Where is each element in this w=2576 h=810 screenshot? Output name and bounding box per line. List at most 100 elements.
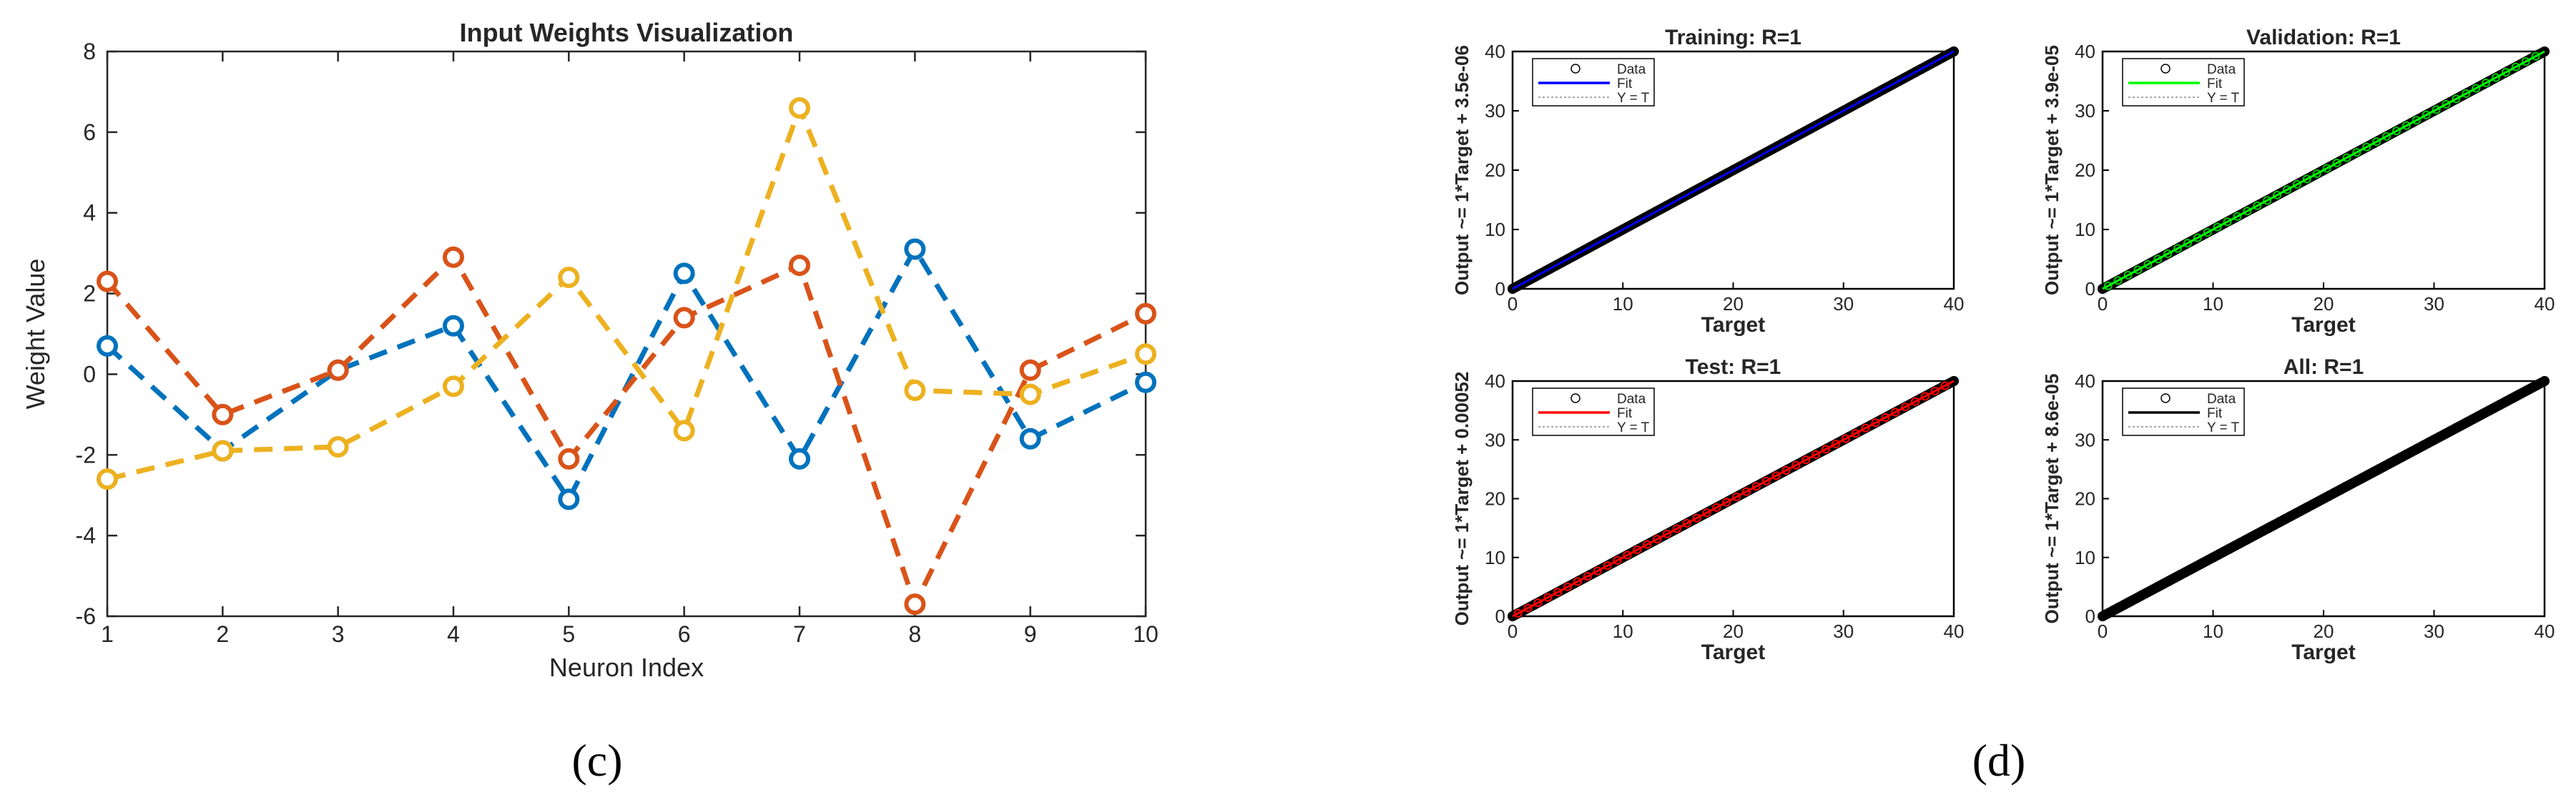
x-tick-label: 30 (2424, 621, 2444, 642)
legend-label-identity: Y = T (1617, 420, 1650, 435)
data-point (1888, 79, 1899, 89)
y-tick-label: 20 (1485, 488, 1505, 510)
data-point (1508, 284, 1518, 294)
data-point (1921, 61, 1932, 71)
data-point (1838, 106, 1849, 116)
legend-data-marker (2160, 64, 2171, 74)
data-point-highlight (2442, 99, 2451, 109)
data-point (2191, 561, 2202, 572)
data-point (2479, 408, 2489, 419)
data-point-highlight (1771, 471, 1781, 480)
data-point (1645, 209, 1656, 220)
data-point-highlight (1583, 572, 1592, 581)
data-point (1673, 194, 1683, 205)
data-point (2163, 576, 2174, 586)
data-point-highlight (1781, 466, 1791, 475)
data-point (1628, 218, 1639, 229)
data-point (1777, 138, 1788, 149)
subplot-title: Validation: R=1 (2246, 26, 2401, 49)
data-point-highlight (2472, 84, 2481, 93)
data-point (2351, 475, 2362, 486)
data-point (1513, 280, 1523, 291)
y-tick-label: 30 (2075, 429, 2095, 450)
series-2-point (1135, 302, 1156, 325)
x-tick-label: 6 (678, 621, 691, 647)
x-tick-label: 0 (1508, 621, 1518, 642)
data-point (1579, 245, 1590, 256)
data-point (1893, 76, 1904, 87)
data-point-highlight (2432, 105, 2441, 114)
data-point-highlight (1633, 545, 1642, 555)
data-point-highlight (1682, 519, 1691, 528)
x-tick-label: 30 (1833, 293, 1854, 315)
data-point (1689, 186, 1700, 197)
y-tick-label: 30 (2075, 100, 2095, 122)
data-point (1849, 99, 1860, 110)
data-point-highlight (1513, 608, 1523, 618)
data-point (2241, 535, 2251, 545)
data-point-highlight (1940, 381, 1950, 390)
data-point (2346, 478, 2356, 489)
data-point (2362, 470, 2373, 480)
series-2-point (789, 255, 810, 277)
data-point-highlight (1811, 450, 1821, 459)
data-point (2313, 496, 2324, 507)
data-point-highlight (2273, 190, 2282, 199)
data-point (2457, 420, 2467, 430)
legend-label-fit: Fit (2207, 76, 2223, 92)
legend-label-data: Data (1617, 392, 1646, 407)
y-axis-label: Output ~= 1*Target + 3.9e-05 (2041, 45, 2063, 295)
data-point (1545, 262, 1556, 273)
data-point-highlight (1643, 540, 1652, 549)
legend-label-data: Data (2207, 392, 2236, 407)
data-point (2258, 525, 2268, 536)
x-axis-label: Target (2291, 641, 2355, 664)
data-point-highlight (2283, 185, 2292, 194)
legend-label-fit: Fit (1617, 406, 1633, 421)
series-1-point (904, 238, 926, 260)
data-point-highlight (2233, 212, 2242, 221)
data-point (2098, 611, 2108, 621)
data-point (1772, 141, 1783, 152)
y-tick-label: 0 (1495, 278, 1505, 300)
series-3-point (558, 267, 580, 288)
data-point (2252, 528, 2263, 539)
y-tick-label: 30 (1485, 100, 1505, 122)
x-tick-label: 8 (908, 621, 921, 647)
data-point-highlight (2521, 57, 2530, 66)
data-point (2307, 499, 2318, 510)
data-point-highlight (1613, 555, 1622, 565)
data-point-highlight (1662, 529, 1671, 538)
data-point (2158, 578, 2168, 589)
data-point (1722, 168, 1733, 179)
training-regression-plot: 0 10 20 30 40 0 10 20 30 40 Training: R=1 Target Out… (1451, 26, 1964, 337)
data-point (2429, 435, 2439, 445)
y-tick-label: -4 (76, 523, 96, 548)
data-point-highlight (2492, 73, 2501, 82)
x-tick-label: 40 (1944, 621, 1965, 642)
data-point (1568, 251, 1578, 262)
x-tick-label: 0 (2098, 621, 2108, 642)
validation-regression-plot: 0 10 20 30 40 0 10 20 30 40 Validation: R=1 Target O… (2041, 26, 2555, 337)
data-point (2451, 423, 2462, 433)
data-point-highlight (2412, 116, 2421, 125)
data-point (1634, 215, 1645, 226)
data-point (1744, 156, 1755, 167)
data-point (1811, 120, 1822, 131)
data-point (1606, 230, 1617, 241)
x-axis-label: Target (1701, 313, 1765, 337)
data-point (1844, 102, 1854, 113)
data-point (1661, 200, 1672, 211)
data-point (2500, 396, 2511, 407)
y-tick-label: 40 (2075, 370, 2095, 392)
data-point (2119, 599, 2130, 610)
data-point (1949, 46, 1959, 56)
x-tick-label: 20 (1723, 293, 1744, 315)
data-point (2180, 567, 2191, 578)
data-point (1557, 257, 1568, 267)
subplot-title: Training: R=1 (1665, 26, 1801, 49)
x-tick-label: 0 (2098, 293, 2108, 315)
data-point (1937, 52, 1948, 63)
data-point (2130, 593, 2141, 604)
data-point-highlight (2342, 153, 2351, 162)
